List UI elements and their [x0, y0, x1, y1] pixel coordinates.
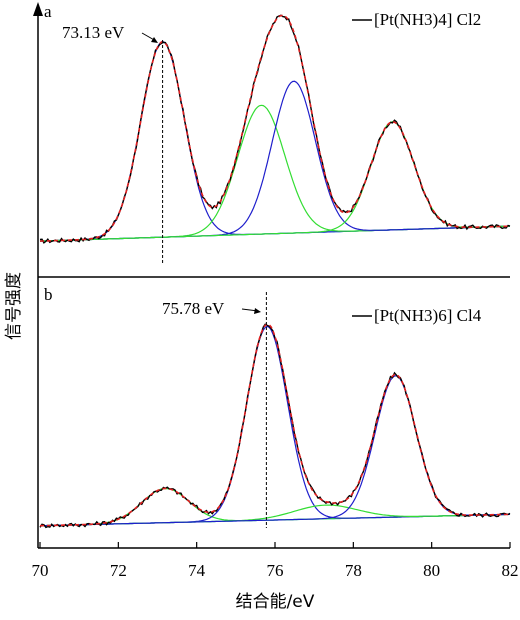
x-tick-label: 80: [423, 561, 440, 580]
panel-b-annotation-arrowhead: [254, 308, 261, 314]
panel-a-curves: [39, 14, 511, 244]
panel-a: a 73.13 eV [Pt(NH3)4] Cl2: [39, 2, 511, 265]
component-peak-1: [39, 41, 510, 242]
y-axis-label: 信号强度: [4, 272, 24, 340]
x-tick-label: 72: [110, 561, 127, 580]
x-tick-label: 82: [502, 561, 519, 580]
x-ticks: 70 72 74 76 78 80 82: [32, 542, 519, 580]
x-tick-label: 78: [345, 561, 362, 580]
panel-a-annotation-arrowhead: [151, 37, 158, 43]
panel-a-label: a: [44, 2, 52, 21]
axes-frame: [33, 2, 510, 549]
component-peak-4: [39, 121, 511, 242]
panel-b-curves: [39, 323, 511, 529]
panel-a-legend-label: [Pt(NH3)4] Cl2: [374, 10, 481, 29]
panel-a-peak-annotation: 73.13 eV: [62, 23, 125, 42]
component-peak-2: [40, 325, 511, 527]
x-tick-label: 76: [267, 561, 284, 580]
component-peak-2: [39, 104, 510, 242]
x-tick-label: 70: [32, 561, 49, 580]
measured-spectrum: [39, 323, 511, 529]
panel-b-label: b: [44, 285, 53, 304]
panel-b: b 75.78 eV [Pt(NH3)6] Cl4: [39, 285, 511, 529]
x-tick-label: 74: [188, 561, 206, 580]
panel-b-legend-label: [Pt(NH3)6] Cl4: [374, 306, 482, 325]
y-axis-arrow: [33, 2, 43, 16]
fit-envelope: [40, 323, 511, 527]
fit-envelope: [39, 14, 511, 242]
x-axis-label: 结合能/eV: [236, 592, 315, 612]
component-peak-3: [39, 80, 510, 242]
panel-b-peak-annotation: 75.78 eV: [162, 299, 225, 318]
